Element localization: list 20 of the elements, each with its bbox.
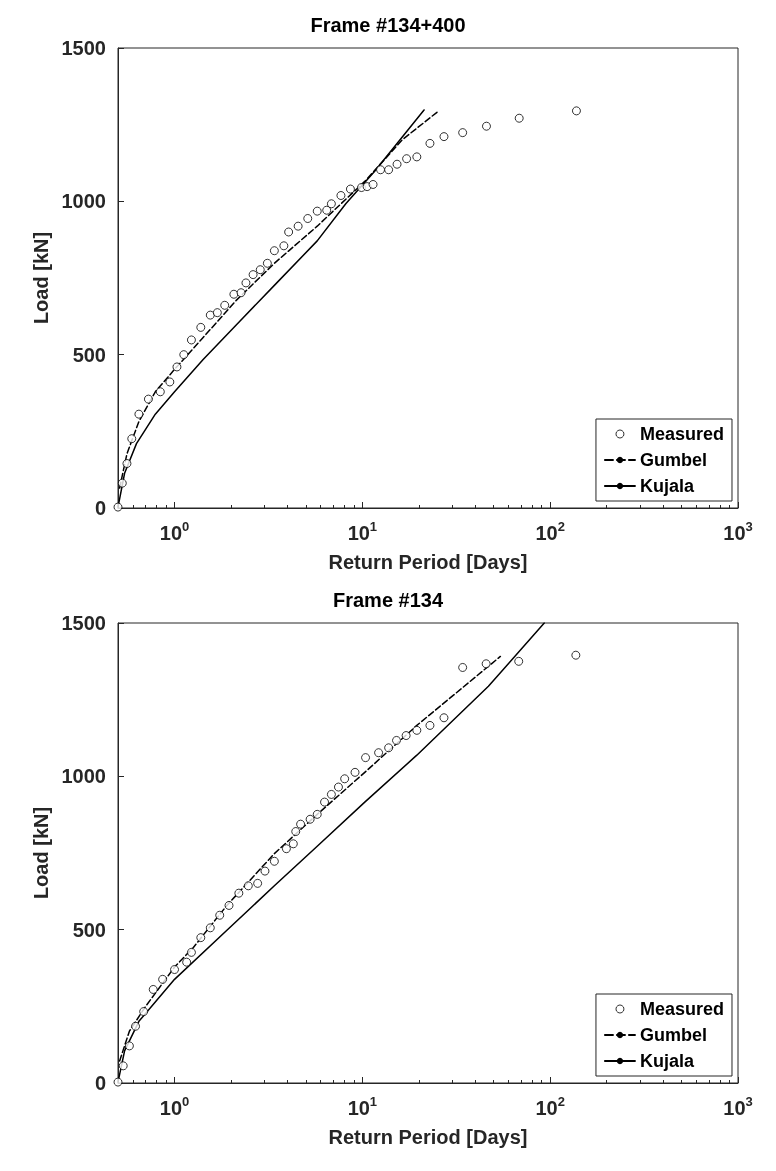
y-tick-label: 500 xyxy=(72,343,106,366)
y-tick-label: 0 xyxy=(94,497,106,519)
y-tick-label: 1000 xyxy=(61,765,106,788)
chart-title: Frame #134+400 xyxy=(310,14,466,36)
y-axis-title: Load [kN] xyxy=(29,806,52,900)
legend-label: Gumbel xyxy=(639,450,707,470)
y-tick-label: 0 xyxy=(94,1072,106,1094)
x-axis-title: Return Period [Days] xyxy=(328,1126,528,1148)
chart-title: Frame #134 xyxy=(332,589,444,611)
legend-label: Kujala xyxy=(639,1051,695,1071)
y-tick-label: 1500 xyxy=(61,37,106,59)
y-tick-label: 500 xyxy=(72,918,106,941)
legend-label: Kujala xyxy=(639,476,695,496)
x-axis-title: Return Period [Days] xyxy=(328,551,528,573)
legend-label: Measured xyxy=(639,424,725,444)
y-axis-title: Load [kN] xyxy=(29,231,52,325)
legend-label: Measured xyxy=(639,999,725,1019)
legend-label: Gumbel xyxy=(639,1025,707,1045)
y-tick-label: 1500 xyxy=(61,612,106,634)
y-tick-label: 1000 xyxy=(61,190,106,213)
